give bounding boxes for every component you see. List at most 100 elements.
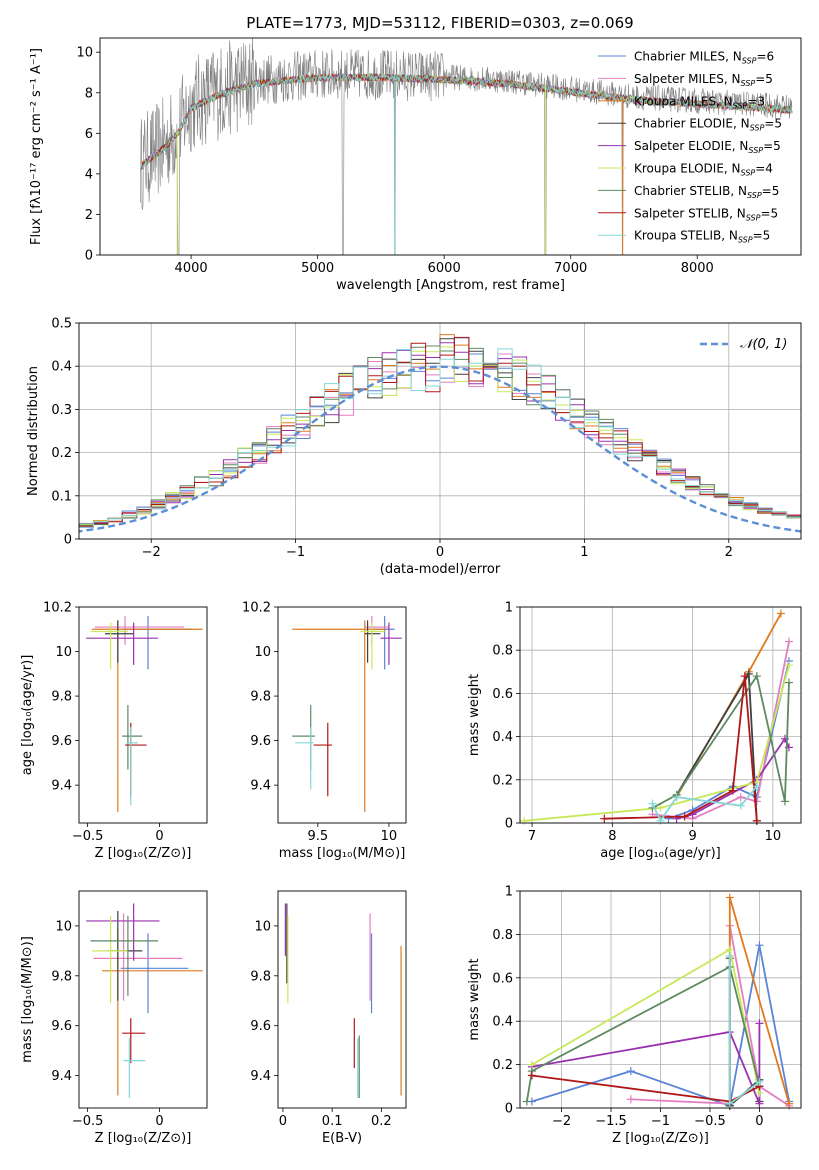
y-tick-label: 0.2 bbox=[492, 773, 513, 788]
x-tick-label: 6000 bbox=[428, 261, 461, 276]
y-tick-label: 0.6 bbox=[492, 971, 513, 986]
x-tick-label: −0.5 bbox=[72, 1114, 104, 1129]
x-tick-label: 1 bbox=[580, 545, 588, 560]
legend-label-kroupa_stelib: Kroupa STELIB, NSSP=5 bbox=[634, 229, 770, 245]
legend-text: Kroupa MILES, N bbox=[634, 94, 733, 108]
x-tick-label: −0.5 bbox=[694, 1114, 726, 1129]
residuals-axes bbox=[75, 322, 801, 543]
legend-subscript: SSP bbox=[738, 236, 753, 245]
y-tick-label: 0 bbox=[505, 817, 513, 832]
age_vs_Z-errorbars bbox=[86, 615, 203, 812]
legend-value: =4 bbox=[755, 162, 773, 176]
x-tick-label: −1 bbox=[651, 1114, 670, 1129]
x-axis-label: E(B-V) bbox=[322, 1131, 362, 1146]
legend-text: Chabrier ELODIE, N bbox=[634, 117, 750, 131]
y-axis-label: Flux [fλ10⁻¹⁷ erg cm⁻² s⁻¹ A⁻¹] bbox=[29, 48, 44, 245]
spectrum-axes bbox=[96, 51, 698, 259]
x-tick-label: 9.5 bbox=[307, 829, 328, 844]
y-tick-label: 9.8 bbox=[250, 690, 271, 705]
axes-frame bbox=[78, 322, 802, 540]
y-axis-label: mass weight bbox=[467, 958, 482, 1040]
x-tick-label: 10 bbox=[381, 829, 398, 844]
legend-subscript: SSP bbox=[742, 57, 757, 66]
legend-value: =5 bbox=[762, 184, 780, 198]
x-tick-label: 0.2 bbox=[371, 1114, 392, 1129]
age_vs_mass-axes bbox=[274, 606, 390, 827]
weight-line-kroupa_elodie bbox=[523, 665, 790, 822]
x-tick-label: −2 bbox=[552, 1114, 571, 1129]
x-tick-label: 10 bbox=[765, 829, 782, 844]
axes-frame bbox=[277, 890, 407, 1109]
x-axis-label: (data-model)/error bbox=[380, 562, 501, 577]
legend-text: Kroupa ELODIE, N bbox=[634, 162, 741, 176]
legend-label-kroupa_miles: Kroupa MILES, NSSP=3 bbox=[634, 94, 765, 110]
y-axis-label: mass [log₁₀(M/M⊙)] bbox=[20, 936, 35, 1063]
y-tick-label: 0.4 bbox=[492, 730, 513, 745]
x-axis-label: age [log₁₀(age/yr)] bbox=[600, 846, 721, 861]
age_vs_mass-errorbars bbox=[292, 615, 402, 812]
y-tick-label: 10 bbox=[55, 919, 72, 934]
legend-subscript: SSP bbox=[750, 124, 765, 133]
mass_vs_Z-axes bbox=[75, 925, 160, 1112]
x-tick-label: 0 bbox=[279, 1114, 287, 1129]
y-axis-label: mass weight bbox=[467, 674, 482, 756]
spectrum-lines bbox=[140, 38, 793, 255]
x-axis-label: wavelength [Angstrom, rest frame] bbox=[336, 278, 565, 293]
weight-line-salpeter_stelib bbox=[531, 1074, 760, 1103]
legend-subscript: SSP bbox=[733, 101, 748, 110]
mass_vs_ebv-errorbars bbox=[284, 903, 402, 1099]
y-tick-label: 0.8 bbox=[492, 644, 513, 659]
legend-subscript: SSP bbox=[746, 213, 761, 222]
y-tick-label: 8 bbox=[85, 86, 93, 101]
x-tick-label: 4000 bbox=[175, 261, 208, 276]
y-tick-label: 1 bbox=[505, 885, 513, 900]
y-tick-label: 9.8 bbox=[250, 969, 271, 984]
legend-subscript: SSP bbox=[747, 191, 762, 200]
weight-line-salpeter_elodie bbox=[676, 737, 790, 820]
mass_vs_ebv-axes bbox=[274, 925, 382, 1112]
y-tick-label: 9.6 bbox=[250, 1019, 271, 1034]
legend-label-chabrier_miles: Chabrier MILES, NSSP=6 bbox=[634, 50, 774, 66]
legend-subscript: SSP bbox=[741, 169, 756, 178]
x-axis-label: Z [log₁₀(Z/Z⊙)] bbox=[612, 1131, 709, 1146]
legend-text: Chabrier MILES, N bbox=[634, 50, 742, 64]
legend-value: =5 bbox=[764, 117, 782, 131]
y-tick-label: 9.4 bbox=[250, 1069, 271, 1084]
y-axis-label: age [log₁₀(age/yr)] bbox=[20, 655, 35, 776]
y-tick-label: 9.6 bbox=[51, 734, 72, 749]
legend-label-salpeter_elodie: Salpeter ELODIE, NSSP=5 bbox=[634, 139, 781, 155]
legend-value: =5 bbox=[763, 139, 781, 153]
legend-value: =3 bbox=[747, 94, 765, 108]
y-tick-label: 0 bbox=[505, 1102, 513, 1117]
x-tick-label: −2 bbox=[142, 545, 161, 560]
y-tick-label: 0.6 bbox=[492, 687, 513, 702]
y-tick-label: 10.2 bbox=[43, 601, 72, 616]
observed-spectrum-line bbox=[140, 38, 793, 255]
x-tick-label: 2 bbox=[725, 545, 733, 560]
histograms bbox=[79, 334, 801, 533]
legend-value: =5 bbox=[760, 206, 778, 220]
y-axis-label: Normed distribution bbox=[26, 366, 41, 496]
x-axis-label: Z [log₁₀(Z/Z⊙)] bbox=[95, 846, 192, 861]
x-tick-label: 7 bbox=[528, 829, 536, 844]
x-axis-label: mass [log₁₀(M/M⊙)] bbox=[279, 846, 406, 861]
y-tick-label: 0.8 bbox=[492, 928, 513, 943]
legend-label-chabrier_elodie: Chabrier ELODIE, NSSP=5 bbox=[634, 117, 782, 133]
y-tick-label: 9.4 bbox=[51, 1069, 72, 1084]
legend-label-salpeter_stelib: Salpeter STELIB, NSSP=5 bbox=[634, 206, 778, 222]
x-tick-label: −0.5 bbox=[72, 829, 104, 844]
weight-line-chabrier_stelib bbox=[526, 965, 761, 1102]
y-tick-label: 9.8 bbox=[51, 690, 72, 705]
x-tick-label: 7000 bbox=[554, 261, 587, 276]
legend-text: Salpeter STELIB, N bbox=[634, 206, 746, 220]
x-tick-label: 9 bbox=[688, 829, 696, 844]
y-tick-label: 1 bbox=[505, 601, 513, 616]
axes-frame bbox=[78, 890, 208, 1109]
legend-value: =5 bbox=[753, 229, 771, 243]
gaussian-curve bbox=[79, 365, 801, 533]
y-tick-label: 10 bbox=[254, 645, 271, 660]
weight-line-salpeter_elodie bbox=[531, 1023, 761, 1105]
weight_vs_age-lines bbox=[520, 609, 793, 825]
